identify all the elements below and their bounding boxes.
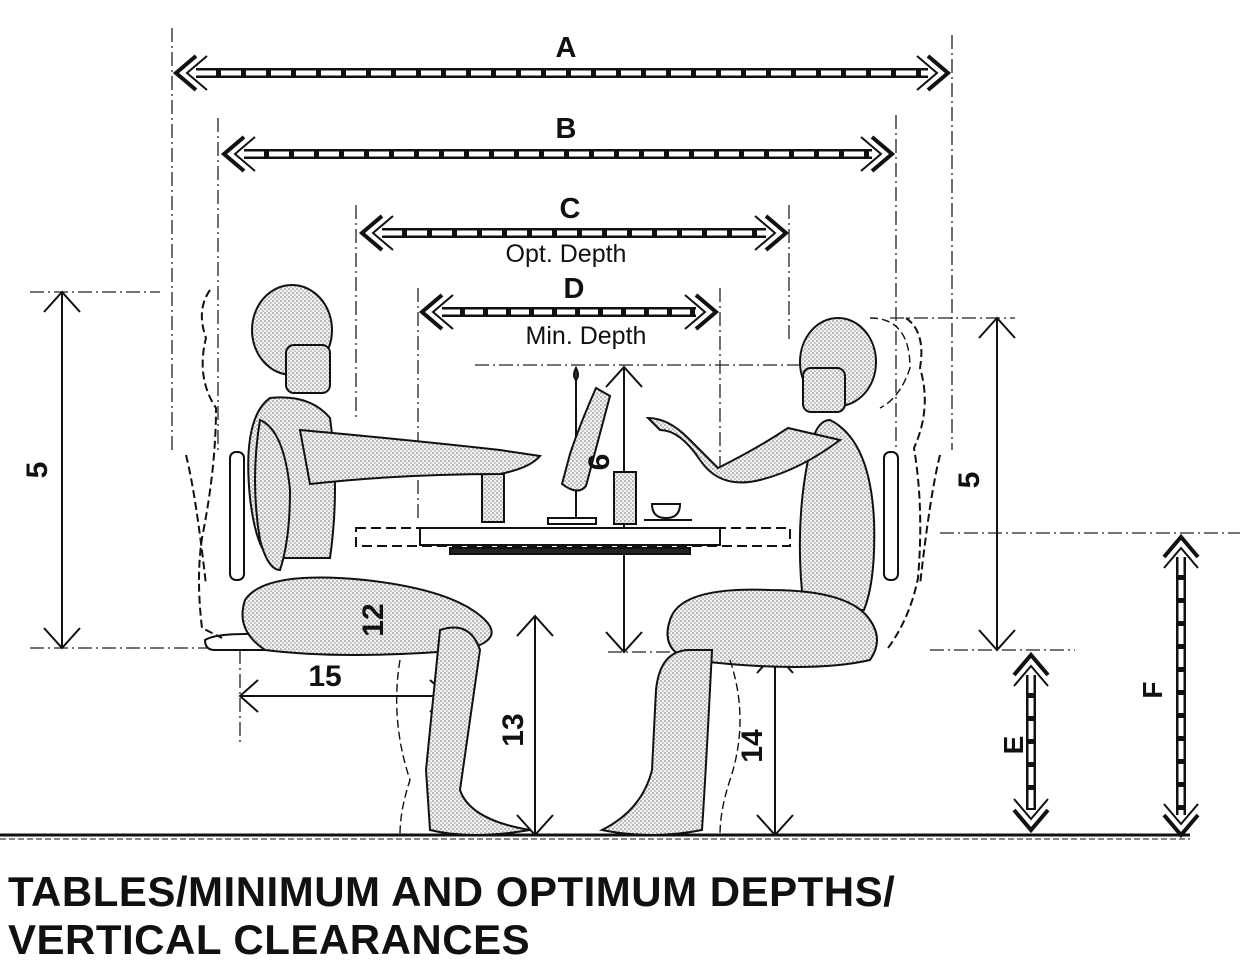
- left-seated-figure: [241, 284, 542, 836]
- caption-min-depth: Min. Depth: [526, 322, 647, 350]
- measure-14: 14: [736, 729, 769, 763]
- label-A: A: [556, 32, 577, 64]
- dimension-D-arrow: [418, 293, 720, 331]
- diagram-title: TABLES/MINIMUM AND OPTIMUM DEPTHS/ VERTI…: [8, 868, 895, 964]
- table: [355, 365, 791, 555]
- caption-opt-depth: Opt. Depth: [506, 240, 627, 268]
- measure-15: 15: [308, 660, 341, 693]
- label-E: E: [998, 736, 1029, 755]
- extension-lines: [30, 28, 1240, 745]
- dimension-labels: A B C Opt. Depth D Min. Depth E F: [506, 32, 1168, 754]
- ghost-outlines: [395, 317, 911, 836]
- label-C: C: [560, 193, 581, 225]
- right-seated-figure: [598, 317, 878, 836]
- measurement-labels: 5 5 6 12 15 13 14: [21, 454, 986, 763]
- dimension-E-arrow: [1012, 651, 1050, 834]
- measure-13: 13: [497, 713, 530, 746]
- measurement-lines: [43, 290, 1016, 837]
- title-line-2: VERTICAL CLEARANCES: [8, 916, 531, 963]
- dimension-A-arrow: [172, 54, 952, 92]
- measure-12: 12: [357, 603, 390, 636]
- measure-6: 6: [583, 454, 616, 471]
- label-B: B: [556, 113, 577, 145]
- measure-left-5: 5: [21, 462, 54, 479]
- label-F: F: [1137, 681, 1168, 698]
- label-D: D: [564, 273, 585, 305]
- dimension-B-arrow: [220, 135, 896, 173]
- dimension-arrows: [172, 54, 1200, 839]
- dimension-F-arrow: [1162, 533, 1200, 839]
- floor-line: [0, 833, 1190, 840]
- measure-right-5: 5: [953, 472, 986, 489]
- dimension-C-arrow: [358, 214, 790, 252]
- title-line-1: TABLES/MINIMUM AND OPTIMUM DEPTHS/: [8, 868, 896, 915]
